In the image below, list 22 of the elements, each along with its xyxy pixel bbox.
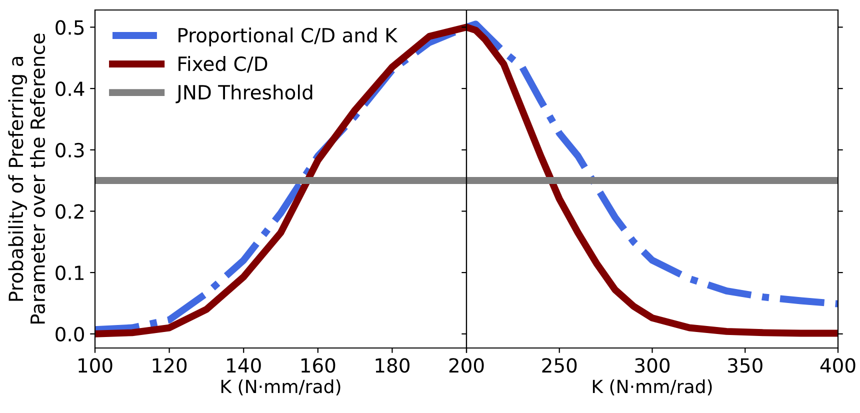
x-tick-label: 180 [376, 358, 410, 373]
x-tick-label: 120 [152, 358, 187, 373]
x-axis-title: K (N·mm/rad) [221, 379, 340, 396]
y-tick-label: 0.3 [56, 142, 84, 158]
y-tick-label: 0.4 [56, 81, 84, 96]
y-tick-label: 0.0 [56, 326, 84, 342]
y-tick-label: 0.1 [56, 266, 84, 280]
y-axis-title: Probability of Preferring a Parameter over the Reference [8, 34, 46, 324]
x-tick-label: 140 [227, 358, 261, 373]
legend-label: JND Threshold [176, 84, 312, 104]
legend-label: Proportional C/D and K [178, 28, 398, 46]
x-axis-title: K (N·mm/rad) [592, 379, 712, 396]
x-tick-label: 400 [820, 358, 856, 373]
x-tick-label: 250 [542, 358, 577, 373]
x-tick-label: 160 [301, 358, 336, 373]
y-tick-label: 0.2 [56, 204, 84, 219]
x-tick-label: 300 [635, 358, 670, 373]
x-tick-label: 350 [728, 358, 762, 373]
x-tick-label: 200 [449, 358, 484, 373]
legend-label: Fixed C/D [178, 56, 268, 73]
y-tick-label: 0.5 [56, 20, 84, 35]
x-tick-label: 100 [78, 358, 112, 373]
